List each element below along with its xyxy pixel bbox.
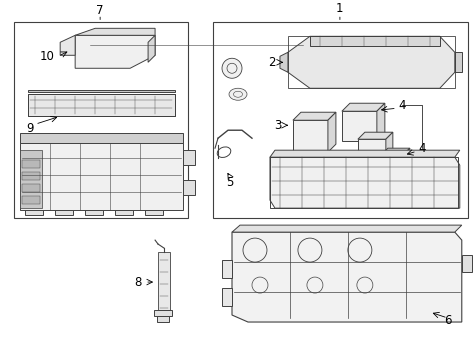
Text: 4: 4 xyxy=(398,99,406,112)
Polygon shape xyxy=(358,132,393,139)
Text: 7: 7 xyxy=(96,4,104,17)
Bar xyxy=(22,184,40,192)
Polygon shape xyxy=(293,112,336,120)
Bar xyxy=(22,196,40,204)
Text: 10: 10 xyxy=(40,50,55,63)
Polygon shape xyxy=(145,210,163,215)
Polygon shape xyxy=(462,255,472,272)
Bar xyxy=(270,157,458,208)
Text: 5: 5 xyxy=(226,176,234,189)
Polygon shape xyxy=(20,133,183,143)
Polygon shape xyxy=(288,36,455,88)
Bar xyxy=(293,120,328,152)
Polygon shape xyxy=(55,210,73,215)
Text: 3: 3 xyxy=(274,119,282,132)
Polygon shape xyxy=(85,210,103,215)
Text: 2: 2 xyxy=(268,56,276,69)
Polygon shape xyxy=(280,52,288,72)
Polygon shape xyxy=(382,148,410,154)
Polygon shape xyxy=(154,310,172,316)
Polygon shape xyxy=(386,132,393,163)
Polygon shape xyxy=(328,112,336,152)
Text: 4: 4 xyxy=(418,142,426,155)
Polygon shape xyxy=(455,52,462,72)
Bar xyxy=(14,22,188,218)
Polygon shape xyxy=(28,94,175,116)
Polygon shape xyxy=(232,232,462,322)
Ellipse shape xyxy=(229,88,247,100)
Polygon shape xyxy=(28,90,175,92)
Polygon shape xyxy=(25,210,43,215)
Text: 9: 9 xyxy=(27,122,34,135)
Text: 6: 6 xyxy=(444,314,452,326)
Polygon shape xyxy=(157,316,169,322)
Polygon shape xyxy=(183,180,195,195)
Polygon shape xyxy=(60,35,75,55)
Polygon shape xyxy=(75,35,155,68)
Polygon shape xyxy=(222,288,232,306)
Bar xyxy=(20,143,183,210)
Polygon shape xyxy=(75,28,155,35)
Polygon shape xyxy=(404,148,410,174)
Bar xyxy=(28,94,175,116)
Bar xyxy=(20,150,42,208)
Polygon shape xyxy=(183,150,195,165)
Polygon shape xyxy=(232,225,462,232)
Polygon shape xyxy=(310,36,440,46)
Text: 8: 8 xyxy=(135,276,142,288)
Bar xyxy=(288,36,455,88)
Polygon shape xyxy=(342,103,385,111)
Polygon shape xyxy=(222,260,232,278)
Polygon shape xyxy=(377,103,385,141)
Text: 1: 1 xyxy=(336,2,344,15)
Bar xyxy=(342,111,377,141)
Bar xyxy=(213,22,468,218)
Bar xyxy=(22,172,40,180)
Polygon shape xyxy=(270,150,460,157)
Bar xyxy=(382,154,404,174)
Circle shape xyxy=(222,58,242,78)
Polygon shape xyxy=(270,157,460,208)
Polygon shape xyxy=(148,35,155,62)
Bar xyxy=(22,160,40,168)
Bar xyxy=(158,252,170,310)
Polygon shape xyxy=(115,210,133,215)
Bar xyxy=(358,139,386,163)
